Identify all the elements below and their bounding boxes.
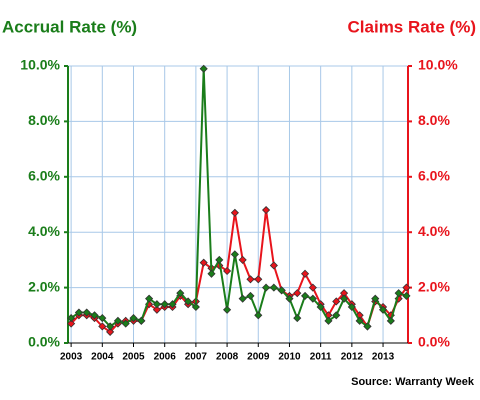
- x-tick-label: 2011: [310, 352, 332, 363]
- data-point: [152, 300, 161, 309]
- data-point: [98, 322, 107, 331]
- data-point: [152, 305, 161, 314]
- data-point: [129, 314, 138, 323]
- data-point: [285, 294, 294, 303]
- data-point: [67, 319, 76, 328]
- data-point: [113, 316, 122, 325]
- x-tick-label: 2008: [216, 352, 239, 363]
- data-point: [371, 294, 380, 303]
- data-point: [168, 300, 177, 309]
- data-point: [308, 283, 317, 292]
- data-point: [332, 297, 341, 306]
- data-point: [121, 319, 130, 328]
- data-point: [67, 314, 76, 323]
- data-point: [339, 294, 349, 303]
- source-note: Source: Warranty Week: [351, 376, 475, 388]
- y-tick-label: 8.0%: [28, 112, 60, 128]
- data-point: [386, 316, 395, 325]
- y-tick-label: 0.0%: [28, 334, 60, 350]
- data-point: [316, 302, 325, 312]
- data-point: [90, 311, 99, 320]
- data-point: [262, 283, 271, 292]
- data-point: [269, 283, 278, 292]
- y-tick-label: 4.0%: [28, 223, 60, 239]
- data-point: [199, 258, 208, 267]
- data-point: [145, 294, 154, 303]
- data-point: [223, 305, 232, 314]
- data-point: [199, 64, 208, 73]
- data-point: [402, 291, 411, 300]
- right-axis-title: Claims Rate (%): [348, 17, 476, 36]
- data-point: [394, 294, 403, 303]
- data-point: [184, 297, 193, 306]
- data-point: [363, 322, 372, 331]
- data-point: [246, 275, 255, 284]
- x-tick-label: 2003: [60, 352, 83, 363]
- y-tick-label: 6.0%: [28, 168, 60, 184]
- data-point: [262, 205, 271, 215]
- x-tick-label: 2012: [341, 352, 364, 363]
- data-point: [176, 289, 185, 298]
- y-tick-label: 10.0%: [20, 57, 60, 73]
- data-point: [324, 316, 333, 325]
- data-point: [269, 261, 278, 270]
- y2-tick-label: 8.0%: [418, 112, 450, 128]
- data-point: [402, 283, 411, 292]
- data-point: [215, 255, 224, 264]
- data-point: [254, 311, 263, 320]
- data-point: [230, 250, 239, 259]
- data-point: [74, 308, 83, 317]
- left-axis-title: Accrual Rate (%): [2, 17, 137, 36]
- x-tick-label: 2005: [122, 352, 145, 363]
- data-point: [308, 294, 317, 303]
- x-tick-label: 2010: [278, 352, 301, 363]
- x-tick-label: 2006: [154, 352, 177, 363]
- data-point: [347, 302, 356, 312]
- data-point: [238, 255, 247, 264]
- x-tick-label: 2009: [247, 352, 270, 363]
- data-point: [98, 314, 107, 323]
- y2-tick-label: 6.0%: [418, 168, 450, 184]
- data-point: [207, 269, 216, 278]
- data-point: [300, 269, 310, 278]
- data-point: [355, 316, 364, 325]
- y2-tick-label: 0.0%: [418, 334, 450, 350]
- data-point: [191, 302, 200, 312]
- data-point: [293, 314, 302, 323]
- data-point: [160, 300, 169, 309]
- data-point: [246, 291, 255, 300]
- y2-tick-label: 4.0%: [418, 223, 450, 239]
- x-tick-label: 2004: [91, 352, 114, 363]
- y2-tick-label: 10.0%: [418, 57, 458, 73]
- data-point: [137, 316, 146, 325]
- data-point: [332, 311, 341, 320]
- data-point: [378, 305, 388, 314]
- data-point: [300, 291, 310, 300]
- data-point: [106, 327, 115, 336]
- x-tick-label: 2013: [372, 352, 395, 363]
- data-point: [230, 208, 239, 217]
- x-tick-label: 2007: [185, 352, 208, 363]
- data-point: [106, 322, 115, 331]
- y2-tick-label: 2.0%: [418, 278, 450, 294]
- data-point: [293, 289, 302, 298]
- data-point: [254, 275, 263, 284]
- data-point: [238, 294, 247, 303]
- data-point: [82, 308, 91, 317]
- data-point: [277, 286, 286, 295]
- data-point: [223, 266, 232, 276]
- y-tick-label: 2.0%: [28, 278, 60, 294]
- data-point: [394, 289, 403, 298]
